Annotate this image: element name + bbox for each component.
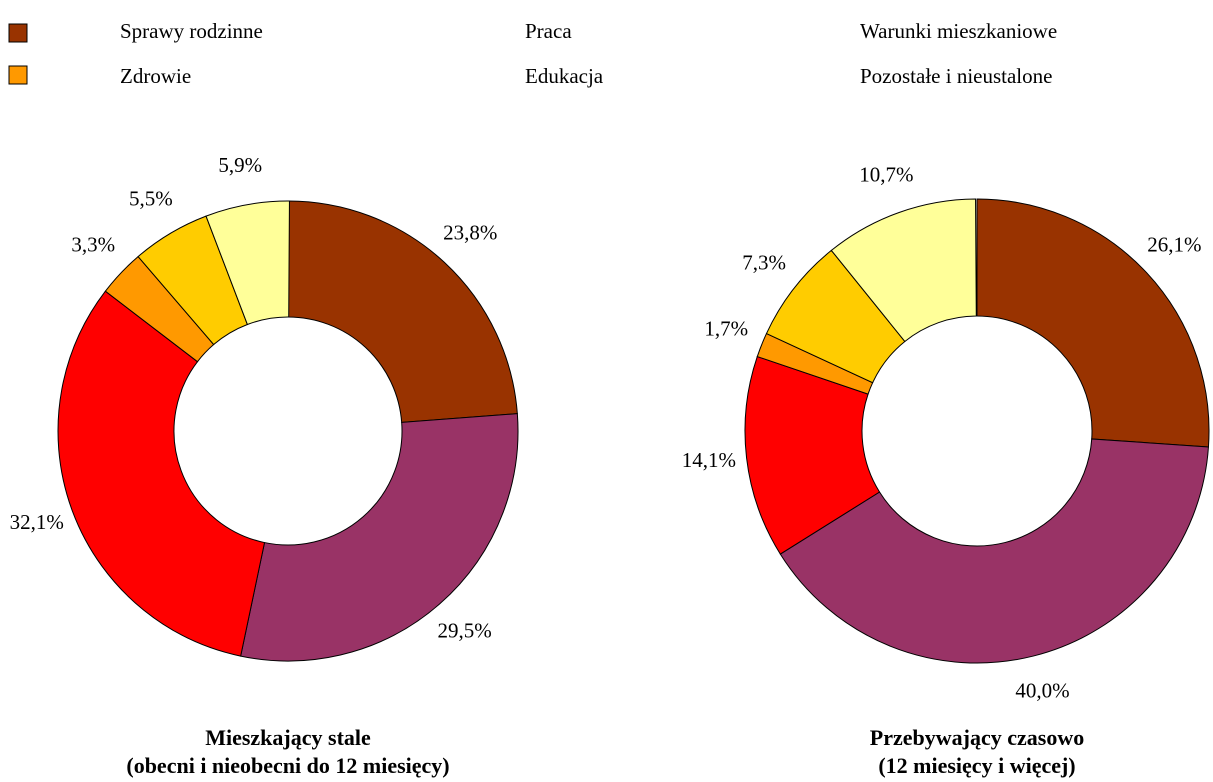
data-label: 7,3% <box>742 251 786 275</box>
donut-slice <box>744 355 881 555</box>
donut-slice <box>976 198 1210 448</box>
legend-label: Praca <box>525 19 572 43</box>
data-label: 32,1% <box>10 510 64 534</box>
data-label: 3,3% <box>71 233 115 257</box>
donut-slice <box>779 438 1209 664</box>
legend-label: Warunki mieszkaniowe <box>860 19 1057 43</box>
donut-slice <box>287 200 518 423</box>
data-label: 40,0% <box>1015 679 1069 703</box>
legend-label: Zdrowie <box>120 64 191 88</box>
chart-subtitle: (obecni i nieobecni do 12 miesięcy) <box>126 753 449 778</box>
donut-slice <box>57 290 266 657</box>
data-label: 5,5% <box>129 187 173 211</box>
donut-slice <box>205 200 290 326</box>
legend-label: Pozostałe i nieustalone <box>860 64 1052 88</box>
donut-slice <box>240 413 519 662</box>
data-label: 23,8% <box>443 220 497 244</box>
data-label: 10,7% <box>859 162 913 186</box>
data-label: 5,9% <box>218 153 262 177</box>
data-label: 1,7% <box>704 317 748 341</box>
legend-label: Sprawy rodzinne <box>120 19 263 43</box>
legend-swatch <box>8 23 28 43</box>
data-label: 14,1% <box>682 448 736 472</box>
data-label: 29,5% <box>437 618 491 642</box>
chart-title: Mieszkający stale <box>205 725 371 750</box>
chart-subtitle: (12 miesięcy i więcej) <box>878 753 1075 778</box>
donut-slice <box>830 198 977 343</box>
legend-label: Edukacja <box>525 64 604 88</box>
chart-title: Przebywający czasowo <box>870 725 1084 750</box>
data-label: 26,1% <box>1147 233 1201 257</box>
legend-swatch <box>8 65 28 85</box>
